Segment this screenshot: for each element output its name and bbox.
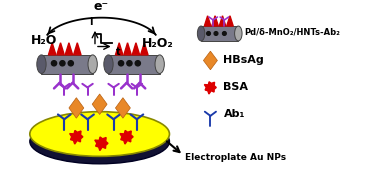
- Ellipse shape: [235, 26, 242, 41]
- Text: t: t: [115, 47, 120, 58]
- Circle shape: [68, 61, 73, 66]
- Text: H₂O: H₂O: [31, 34, 57, 47]
- Text: e⁻: e⁻: [94, 0, 109, 13]
- Ellipse shape: [30, 119, 169, 164]
- Polygon shape: [203, 51, 217, 70]
- Ellipse shape: [104, 55, 113, 74]
- Text: Ab₁: Ab₁: [223, 109, 245, 119]
- Polygon shape: [65, 43, 73, 55]
- Text: BSA: BSA: [223, 83, 248, 92]
- Circle shape: [127, 61, 132, 66]
- Text: I: I: [90, 17, 93, 27]
- Polygon shape: [204, 82, 216, 94]
- Polygon shape: [132, 43, 139, 55]
- FancyBboxPatch shape: [201, 26, 239, 41]
- Polygon shape: [74, 43, 81, 55]
- Ellipse shape: [30, 112, 169, 156]
- FancyBboxPatch shape: [108, 55, 160, 74]
- Text: Electroplate Au NPs: Electroplate Au NPs: [185, 153, 287, 162]
- FancyBboxPatch shape: [42, 55, 93, 74]
- Polygon shape: [48, 43, 56, 55]
- Polygon shape: [227, 16, 233, 26]
- Ellipse shape: [155, 55, 164, 74]
- Polygon shape: [120, 130, 133, 144]
- Polygon shape: [212, 16, 218, 26]
- Circle shape: [135, 61, 140, 66]
- Ellipse shape: [197, 26, 205, 41]
- Polygon shape: [95, 137, 108, 151]
- Text: H₂O₂: H₂O₂: [141, 37, 173, 50]
- Polygon shape: [141, 43, 148, 55]
- Polygon shape: [57, 43, 64, 55]
- Circle shape: [118, 61, 124, 66]
- Polygon shape: [219, 16, 226, 26]
- Polygon shape: [115, 43, 123, 55]
- Polygon shape: [69, 98, 84, 118]
- Polygon shape: [204, 16, 211, 26]
- Ellipse shape: [37, 55, 46, 74]
- Text: HBsAg: HBsAg: [223, 55, 264, 65]
- Polygon shape: [70, 130, 83, 144]
- Ellipse shape: [88, 55, 97, 74]
- Circle shape: [207, 32, 211, 35]
- Circle shape: [214, 32, 218, 35]
- Circle shape: [60, 61, 65, 66]
- Text: Pd/δ-MnO₂/HNTs-Ab₂: Pd/δ-MnO₂/HNTs-Ab₂: [244, 27, 340, 36]
- Polygon shape: [92, 94, 107, 114]
- Polygon shape: [115, 98, 130, 118]
- Circle shape: [51, 61, 57, 66]
- Polygon shape: [124, 43, 131, 55]
- Circle shape: [223, 32, 226, 35]
